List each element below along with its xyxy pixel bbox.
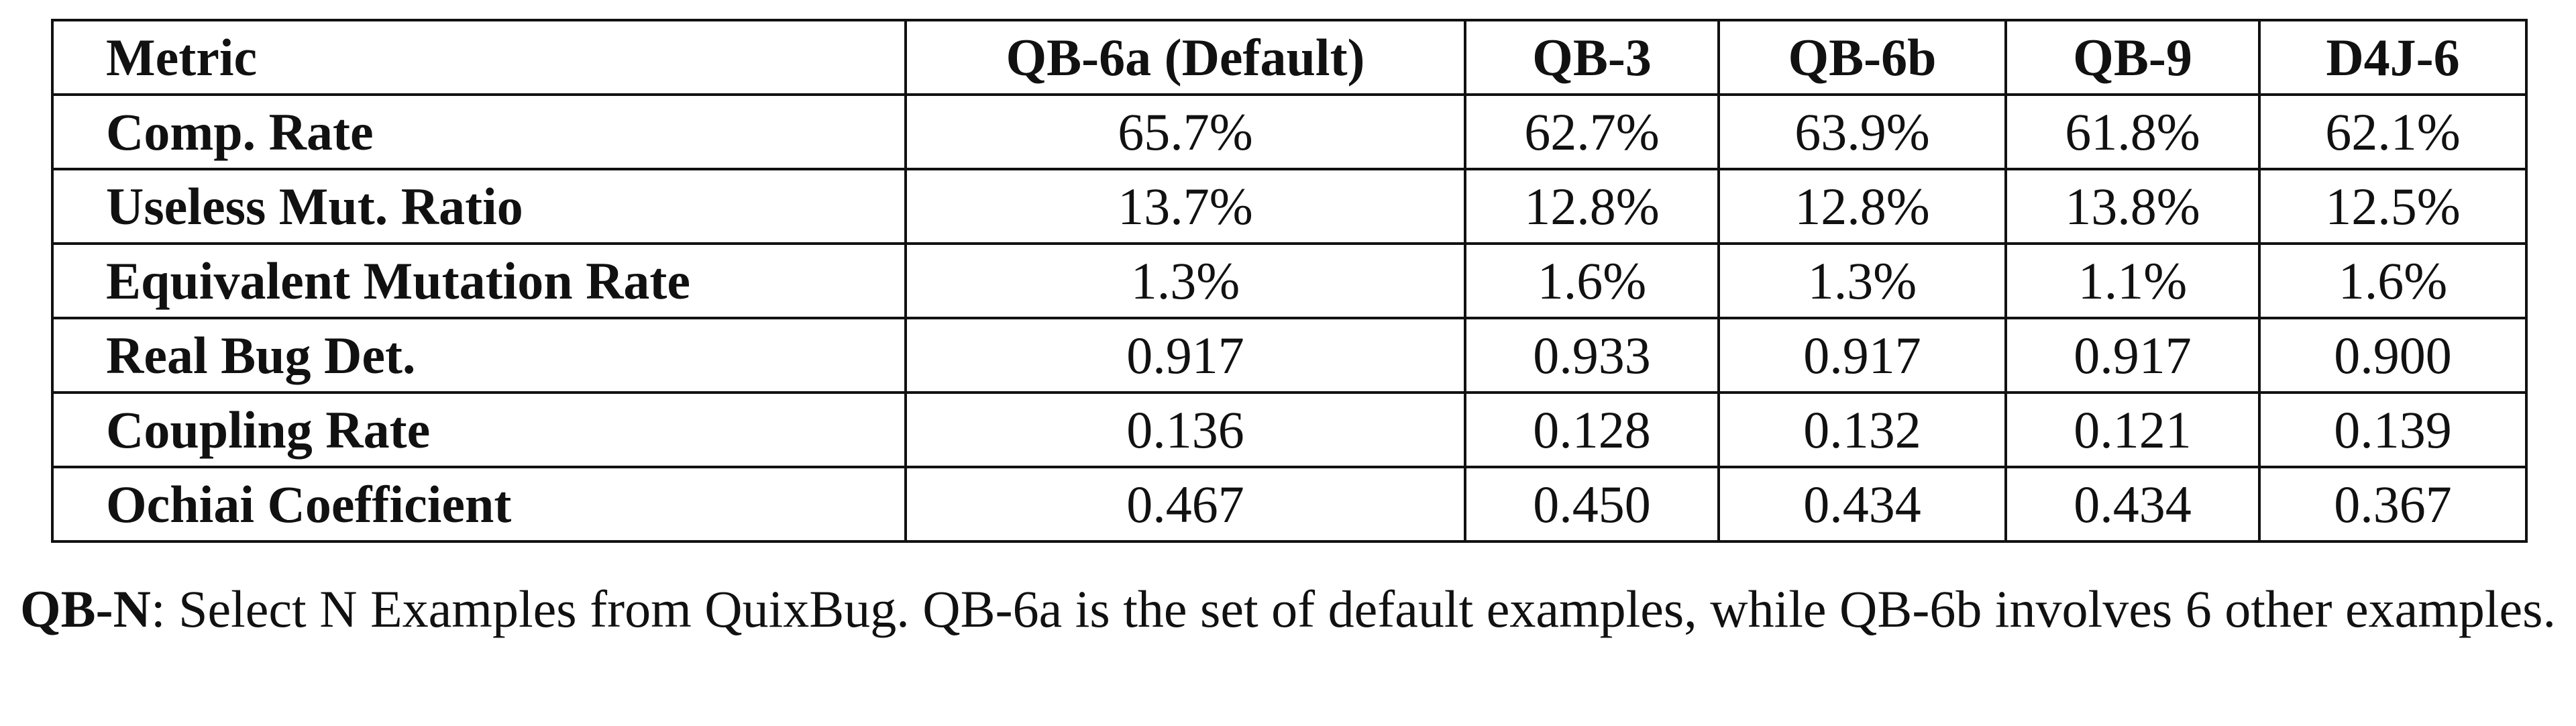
row-label: Coupling Rate	[51, 391, 907, 468]
table-cell: 0.121	[2004, 391, 2261, 468]
table-cell: 0.367	[2258, 466, 2528, 543]
table-row: Useless Mut. Ratio 13.7% 12.8% 12.8% 13.…	[51, 168, 2528, 245]
table-cell: 1.3%	[904, 242, 1466, 319]
table-cell: 61.8%	[2004, 93, 2261, 170]
table-row: Equivalent Mutation Rate 1.3% 1.6% 1.3% …	[51, 242, 2528, 319]
row-label: Useless Mut. Ratio	[51, 168, 907, 245]
table-cell: 0.434	[2004, 466, 2261, 543]
row-label: Comp. Rate	[51, 93, 907, 170]
table-row: Ochiai Coefficient 0.467 0.450 0.434 0.4…	[51, 466, 2528, 543]
row-label: Real Bug Det.	[51, 317, 907, 394]
results-table-container: Metric QB-6a (Default) QB-3 QB-6b QB-9 D…	[51, 19, 2528, 543]
header-qb-6b: QB-6b	[1717, 19, 2007, 96]
table-cell: 12.8%	[1464, 168, 1720, 245]
table-cell: 0.139	[2258, 391, 2528, 468]
table-cell: 0.467	[904, 466, 1466, 543]
table-cell: 62.7%	[1464, 93, 1720, 170]
table-cell: 1.3%	[1717, 242, 2007, 319]
header-qb-9: QB-9	[2004, 19, 2261, 96]
table-cell: 0.917	[904, 317, 1466, 394]
table-cell: 0.434	[1717, 466, 2007, 543]
table-cell: 1.1%	[2004, 242, 2261, 319]
table-cell: 1.6%	[1464, 242, 1720, 319]
table-cell: 0.917	[1717, 317, 2007, 394]
header-d4j-6: D4J-6	[2258, 19, 2528, 96]
table-cell: 0.128	[1464, 391, 1720, 468]
results-table: Metric QB-6a (Default) QB-3 QB-6b QB-9 D…	[51, 19, 2528, 543]
table-header-row: Metric QB-6a (Default) QB-3 QB-6b QB-9 D…	[51, 19, 2528, 96]
table-row: Comp. Rate 65.7% 62.7% 63.9% 61.8% 62.1%	[51, 93, 2528, 170]
table-cell: 0.450	[1464, 466, 1720, 543]
table-cell: 13.7%	[904, 168, 1466, 245]
row-label: Ochiai Coefficient	[51, 466, 907, 543]
table-row: Coupling Rate 0.136 0.128 0.132 0.121 0.…	[51, 391, 2528, 468]
caption-text: : Select N Examples from QuixBug. QB-6a …	[150, 580, 2557, 638]
table-cell: 0.136	[904, 391, 1466, 468]
table-cell: 63.9%	[1717, 93, 2007, 170]
table-cell: 13.8%	[2004, 168, 2261, 245]
table-cell: 12.8%	[1717, 168, 2007, 245]
table-row: Real Bug Det. 0.917 0.933 0.917 0.917 0.…	[51, 317, 2528, 394]
caption-term: QB-N	[19, 580, 151, 638]
header-qb-3: QB-3	[1464, 19, 1720, 96]
table-cell: 0.132	[1717, 391, 2007, 468]
table-cell: 12.5%	[2258, 168, 2528, 245]
table-cell: 65.7%	[904, 93, 1466, 170]
table-caption: QB-N: Select N Examples from QuixBug. QB…	[0, 576, 2576, 643]
table-cell: 0.933	[1464, 317, 1720, 394]
table-cell: 1.6%	[2258, 242, 2528, 319]
header-metric: Metric	[51, 19, 907, 96]
header-qb-6a: QB-6a (Default)	[904, 19, 1466, 96]
table-cell: 0.917	[2004, 317, 2261, 394]
row-label: Equivalent Mutation Rate	[51, 242, 907, 319]
table-cell: 62.1%	[2258, 93, 2528, 170]
table-cell: 0.900	[2258, 317, 2528, 394]
